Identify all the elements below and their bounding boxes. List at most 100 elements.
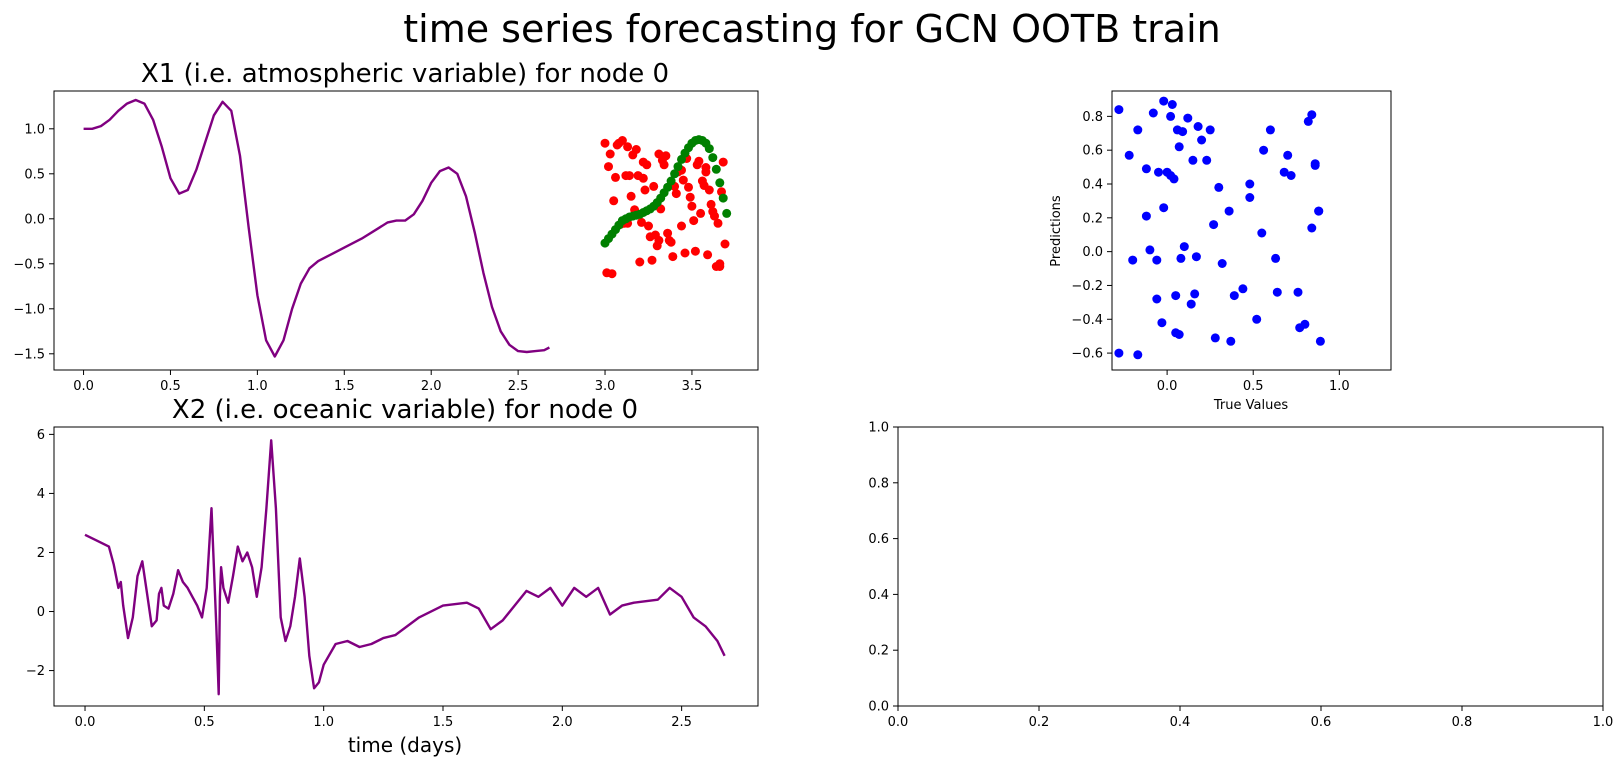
scatter-point (722, 208, 732, 218)
axes-frame (897, 426, 1604, 707)
x-tick-label: 0.4 (1170, 715, 1191, 730)
scatter-point (1295, 323, 1305, 333)
scatter-point (715, 262, 725, 271)
scatter-point (1307, 223, 1317, 233)
scatter-point (1293, 287, 1303, 297)
scatter-point (1210, 333, 1220, 343)
x-tick-label: 1.0 (247, 379, 268, 394)
scatter-point (644, 221, 653, 231)
y-tick-label: 0.2 (868, 644, 889, 659)
scatter-point (1286, 171, 1296, 180)
scatter-point (1179, 242, 1189, 252)
scatter-point (1238, 284, 1248, 294)
scatter-point (1307, 110, 1317, 120)
scatter-point (713, 218, 723, 228)
scatter-point (678, 175, 688, 185)
scatter-point (640, 185, 650, 195)
x-tick-label: 0.2 (1029, 715, 1050, 730)
xlabel-time-days: time (days) (348, 733, 462, 757)
scatter-point (663, 228, 673, 238)
scatter-point (602, 268, 612, 278)
scatter-point (611, 172, 620, 182)
scatter-point (1272, 287, 1282, 297)
scatter-point (1159, 96, 1169, 106)
scatter-point (1157, 318, 1167, 328)
scatter-point (704, 144, 714, 154)
scatter-point (1283, 150, 1293, 160)
y-tick-label: 1.0 (24, 122, 45, 137)
ylabel-predictions: Predictions (1049, 195, 1064, 267)
scatter-point (1202, 155, 1212, 165)
scatter-point (711, 164, 721, 174)
scatter-point (718, 193, 728, 203)
x-tick-label: 0.0 (75, 715, 96, 730)
scatter-point (1209, 220, 1219, 230)
x-tick-label: 0.5 (194, 715, 215, 730)
scatter-point (614, 138, 624, 148)
y-tick-label: 0.8 (868, 476, 889, 491)
y-tick-label: 0 (37, 605, 45, 620)
y-tick-label: 0.6 (1082, 144, 1103, 159)
y-tick-label: 0.4 (1082, 178, 1103, 193)
scatter-point (1265, 125, 1275, 135)
figure-suptitle: time series forecasting for GCN OOTB tra… (403, 7, 1221, 51)
scatter-point (1245, 179, 1255, 189)
scatter-point (1259, 145, 1269, 155)
scatter-point (706, 199, 716, 209)
scatter-point (1315, 336, 1325, 346)
scatter-point (1141, 164, 1151, 174)
scatter-point (623, 142, 633, 152)
x-tick-label: 0.0 (888, 715, 909, 730)
scatter-point (708, 153, 718, 163)
scatter-point (1171, 291, 1181, 301)
scatter-point (708, 207, 718, 217)
y-tick-label: −1.5 (13, 347, 45, 362)
xlabel-true-values: True Values (1213, 398, 1288, 413)
scatter-point (697, 176, 707, 186)
scatter-point (1148, 108, 1158, 118)
x-tick-label: 0.0 (73, 379, 94, 394)
x-tick-label: 0.6 (1311, 715, 1332, 730)
scatter-point (701, 163, 711, 172)
chart-true-vs-predicted: True Values Predictions 0.0 0.5 1.0 0.8 0.6 0… (1049, 90, 1392, 413)
scatter-point (684, 182, 693, 192)
y-tick-label: −0.6 (1071, 347, 1103, 362)
y-tick-label: 0.0 (24, 212, 45, 227)
scatter-point (1124, 150, 1134, 160)
x-tick-label: 2.5 (671, 715, 692, 730)
axes-frame (53, 426, 759, 707)
x-tick-label: 0.5 (1243, 379, 1264, 394)
scatter-point (671, 189, 681, 199)
y-tick-label: −0.4 (1071, 313, 1103, 328)
scatter-point (1252, 314, 1262, 324)
scatter-point (1188, 155, 1198, 165)
scatter-point (703, 250, 713, 260)
y-tick-label: 0.4 (868, 588, 889, 603)
scatter-point (696, 208, 706, 218)
scatter-point (690, 246, 700, 256)
scatter-point (666, 237, 676, 247)
chart-x1-atmospheric: X1 (i.e. atmospheric variable) for node … (13, 59, 759, 394)
scatter-point (704, 185, 714, 195)
scatter-point (673, 162, 683, 172)
scatter-point (1166, 111, 1176, 121)
x-tick-label: 2.0 (421, 379, 442, 394)
x-tick-label: 3.5 (682, 379, 703, 394)
scatter-point (1141, 211, 1151, 221)
scatter-point (692, 160, 702, 170)
x-tick-label: 0.0 (1157, 379, 1178, 394)
x-tick-label: 2.5 (508, 379, 529, 394)
scatter-point (1166, 171, 1176, 180)
x-tick-label: 1.5 (433, 715, 454, 730)
y-tick-label: 0.0 (1082, 245, 1103, 260)
scatter-point (1128, 255, 1138, 265)
chart-title-x1: X1 (i.e. atmospheric variable) for node … (141, 59, 669, 89)
scatter-point (720, 239, 730, 249)
x-tick-label: 0.5 (160, 379, 181, 394)
scatter-point (1205, 125, 1215, 135)
scatter-point (1186, 299, 1196, 309)
y-tick-label: −1.0 (13, 302, 45, 317)
scatter-point (677, 221, 686, 231)
scatter-point (670, 169, 680, 179)
